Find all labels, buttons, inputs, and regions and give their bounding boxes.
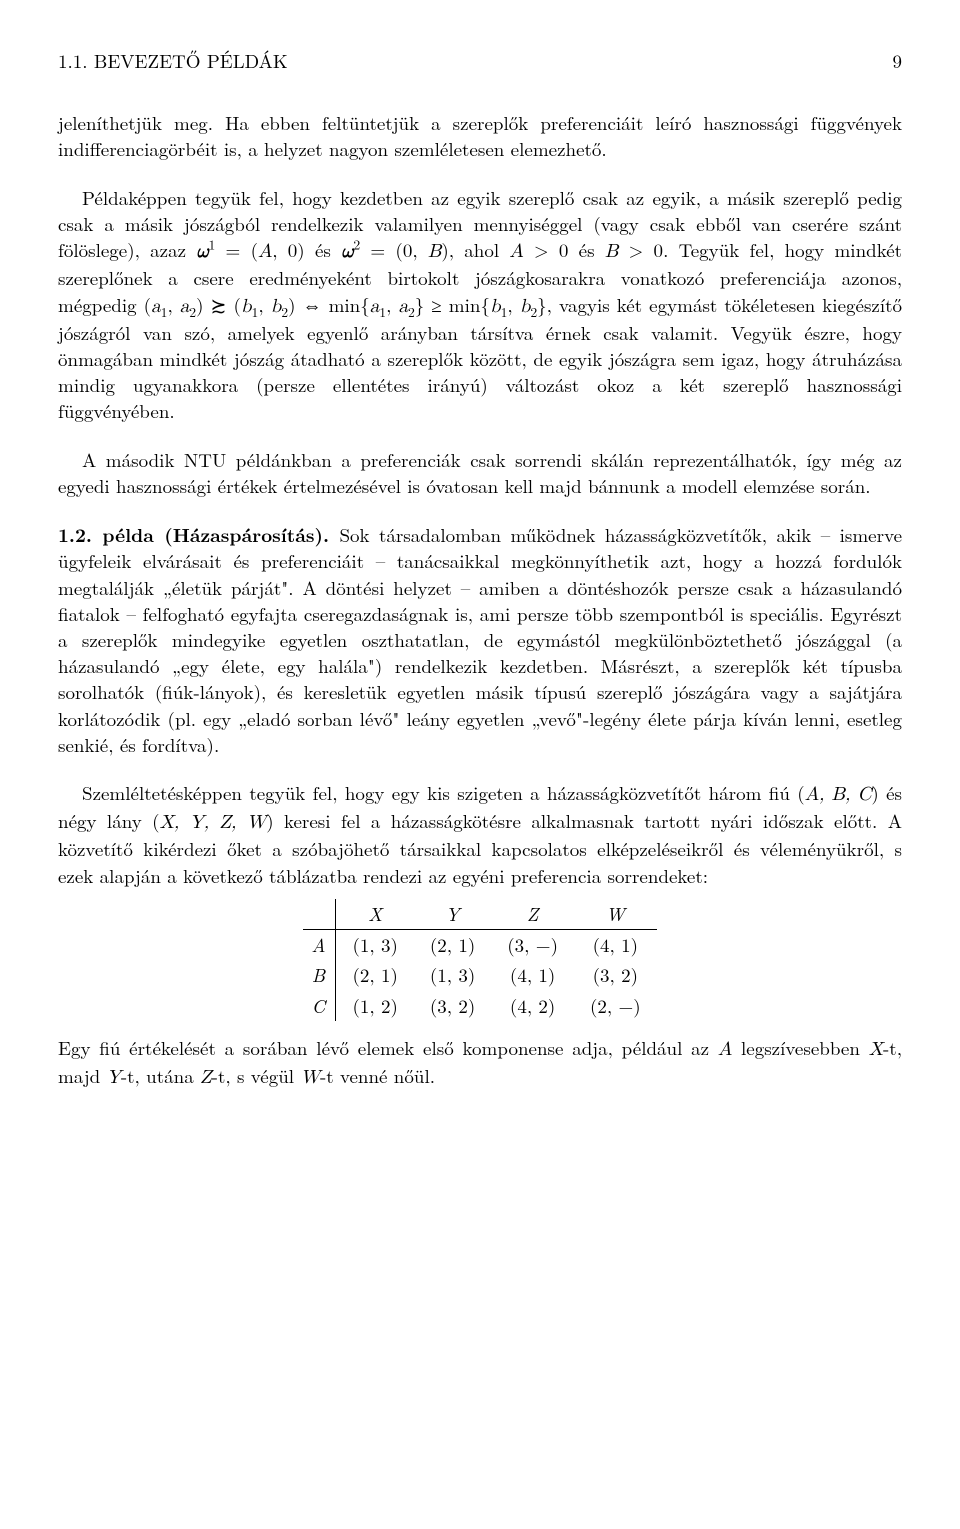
table-row-C: C (1, 2) (3, 2) (4, 2) (2, −) (303, 991, 656, 1021)
para3-text: A második NTU példánkban a preferenciák … (58, 446, 902, 499)
table-corner (303, 899, 336, 930)
paragraph-3: A második NTU példánkban a preferenciák … (58, 447, 902, 499)
cell-B-Y: (1, 3) (414, 960, 491, 990)
paragraph-4: 1.2. példa (Házaspárosítás). Sok társada… (58, 521, 902, 758)
preference-table-container: X Y Z W A (1, 3) (2, 1) (3, −) (4, 1) B … (58, 899, 902, 1021)
p6-e: -t, s végül (212, 1062, 301, 1089)
p6-b: legszívesebben (732, 1034, 869, 1061)
p2-m: } ≥ min{ (415, 291, 490, 318)
p2-b: = ( (215, 236, 258, 263)
p2-c: , 0) és (272, 236, 341, 263)
col-Z: Z (491, 899, 574, 930)
p2-b2: b (271, 297, 282, 316)
para4-body: Sok társadalomban működnek házasságközve… (58, 521, 902, 758)
p2-j: , (258, 291, 270, 318)
paragraph-1: jeleníthetjük meg. Ha ebben feltüntetjük… (58, 110, 902, 162)
p6-Z: Z (200, 1068, 212, 1087)
cell-B-X: (2, 1) (336, 960, 414, 990)
col-Y: Y (414, 899, 491, 930)
page-header: 1.1. BEVEZETŐ PÉLDÁK 9 (58, 48, 902, 74)
row-label-C: C (303, 991, 336, 1021)
p2-e: ), ahol (441, 236, 509, 263)
col-X: X (336, 899, 414, 930)
p6-W: W (300, 1068, 320, 1087)
p2-l: , (386, 291, 398, 318)
cell-A-Y: (2, 1) (414, 930, 491, 961)
col-W: W (574, 899, 657, 930)
table-row-A: A (1, 3) (2, 1) (3, −) (4, 1) (303, 930, 656, 961)
table-row-B: B (2, 1) (1, 3) (4, 1) (3, 2) (303, 960, 656, 990)
row-label-B: B (303, 960, 336, 990)
p2-h: , (167, 291, 179, 318)
p6-d: -t, utána (121, 1062, 200, 1089)
p2-i: ) ≿ ( (196, 291, 241, 318)
p6-A: A (718, 1040, 732, 1059)
cell-C-Z: (4, 2) (491, 991, 574, 1021)
p6-a: Egy fiú értékelését a sorában lévő eleme… (58, 1034, 718, 1061)
p6-X: X (869, 1040, 883, 1059)
cell-C-W: (2, −) (574, 991, 657, 1021)
p2-b4: b (520, 297, 531, 316)
p5-a: Szemléltetésképpen tegyük fel, hogy egy … (82, 779, 805, 806)
header-section: 1.1. BEVEZETŐ PÉLDÁK (58, 48, 288, 74)
p6-Y: Y (107, 1068, 121, 1087)
cell-A-Z: (3, −) (491, 930, 574, 961)
cell-A-W: (4, 1) (574, 930, 657, 961)
cell-B-Z: (4, 1) (491, 960, 574, 990)
p2-b3: b (490, 297, 501, 316)
preference-table: X Y Z W A (1, 3) (2, 1) (3, −) (4, 1) B … (303, 899, 656, 1021)
cell-C-X: (1, 2) (336, 991, 414, 1021)
p2-n: , (507, 291, 519, 318)
paragraph-2: Példaképpen tegyük fel, hogy kezdetben a… (58, 185, 902, 425)
p2-a2: a (180, 297, 190, 316)
row-label-A: A (303, 930, 336, 961)
page-number: 9 (892, 48, 902, 74)
sub-a4: 2 (408, 301, 415, 320)
p2-A2: A (509, 242, 523, 261)
para1-text: jeleníthetjük meg. Ha ebben feltüntetjük… (58, 109, 902, 162)
p2-b1: b (241, 297, 252, 316)
p2-a3: a (370, 297, 380, 316)
p2-d: = (0, (360, 236, 428, 263)
omega2: ω (341, 242, 353, 261)
example-title: 1.2. példa (Házaspárosítás). (58, 520, 339, 548)
p2-B2: B (605, 242, 618, 261)
table-header-row: X Y Z W (303, 899, 656, 930)
cell-C-Y: (3, 2) (414, 991, 491, 1021)
p2-a1: a (151, 297, 161, 316)
cell-A-X: (1, 3) (336, 930, 414, 961)
p5-XYZW: X, Y, Z, W (160, 813, 267, 832)
p2-a4: a (398, 297, 408, 316)
paragraph-5: Szemléltetésképpen tegyük fel, hogy egy … (58, 780, 902, 889)
p5-ABC: A, B, C (805, 785, 872, 804)
p2-k: ) ⇔ min{ (288, 291, 370, 318)
p6-f: -t venné nőül. (320, 1062, 435, 1089)
p2-B: B (428, 242, 441, 261)
paragraph-6: Egy fiú értékelését a sorában lévő eleme… (58, 1035, 902, 1091)
omega1: ω (196, 242, 208, 261)
p2-A: A (258, 242, 272, 261)
p2-f: > 0 és (524, 236, 605, 263)
cell-B-W: (3, 2) (574, 960, 657, 990)
